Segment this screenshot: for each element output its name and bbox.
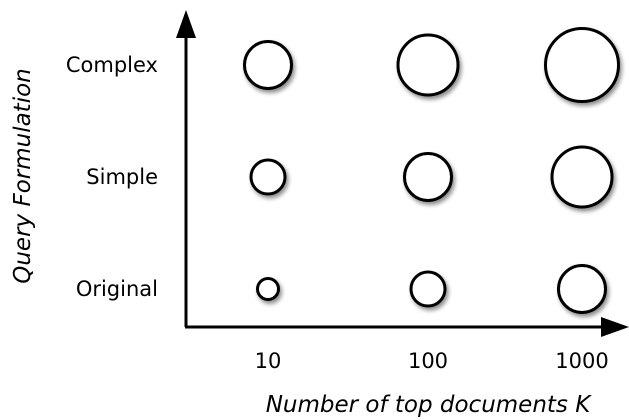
y-tick-label-simple: Simple [86,165,158,189]
bubble-original-10 [256,277,280,301]
x-tick-labels: 10 100 1000 [255,349,609,373]
x-tick-label-1000: 1000 [555,349,608,373]
bubble-simple-1000 [550,145,614,209]
y-axis-title: Query Formulation [10,68,36,284]
y-tick-labels: Original Simple Complex [66,53,158,301]
bubble-complex-100 [396,33,460,97]
bubble-simple-10 [249,158,287,196]
bubble-simple-100 [403,152,453,202]
bubble-complex-10 [243,40,293,90]
x-tick-label-10: 10 [255,349,282,373]
y-tick-label-complex: Complex [66,53,158,77]
x-axis-title: Number of top documents K [266,392,593,418]
axes [176,10,629,337]
bubble-layer [243,27,620,314]
y-axis-arrowhead [176,10,196,38]
bubble-original-1000 [557,264,607,314]
x-tick-label-100: 100 [408,349,448,373]
bubble-original-100 [409,270,447,308]
y-tick-label-original: Original [76,277,158,301]
x-axis-arrowhead [601,317,629,337]
bubble-complex-1000 [544,27,620,103]
